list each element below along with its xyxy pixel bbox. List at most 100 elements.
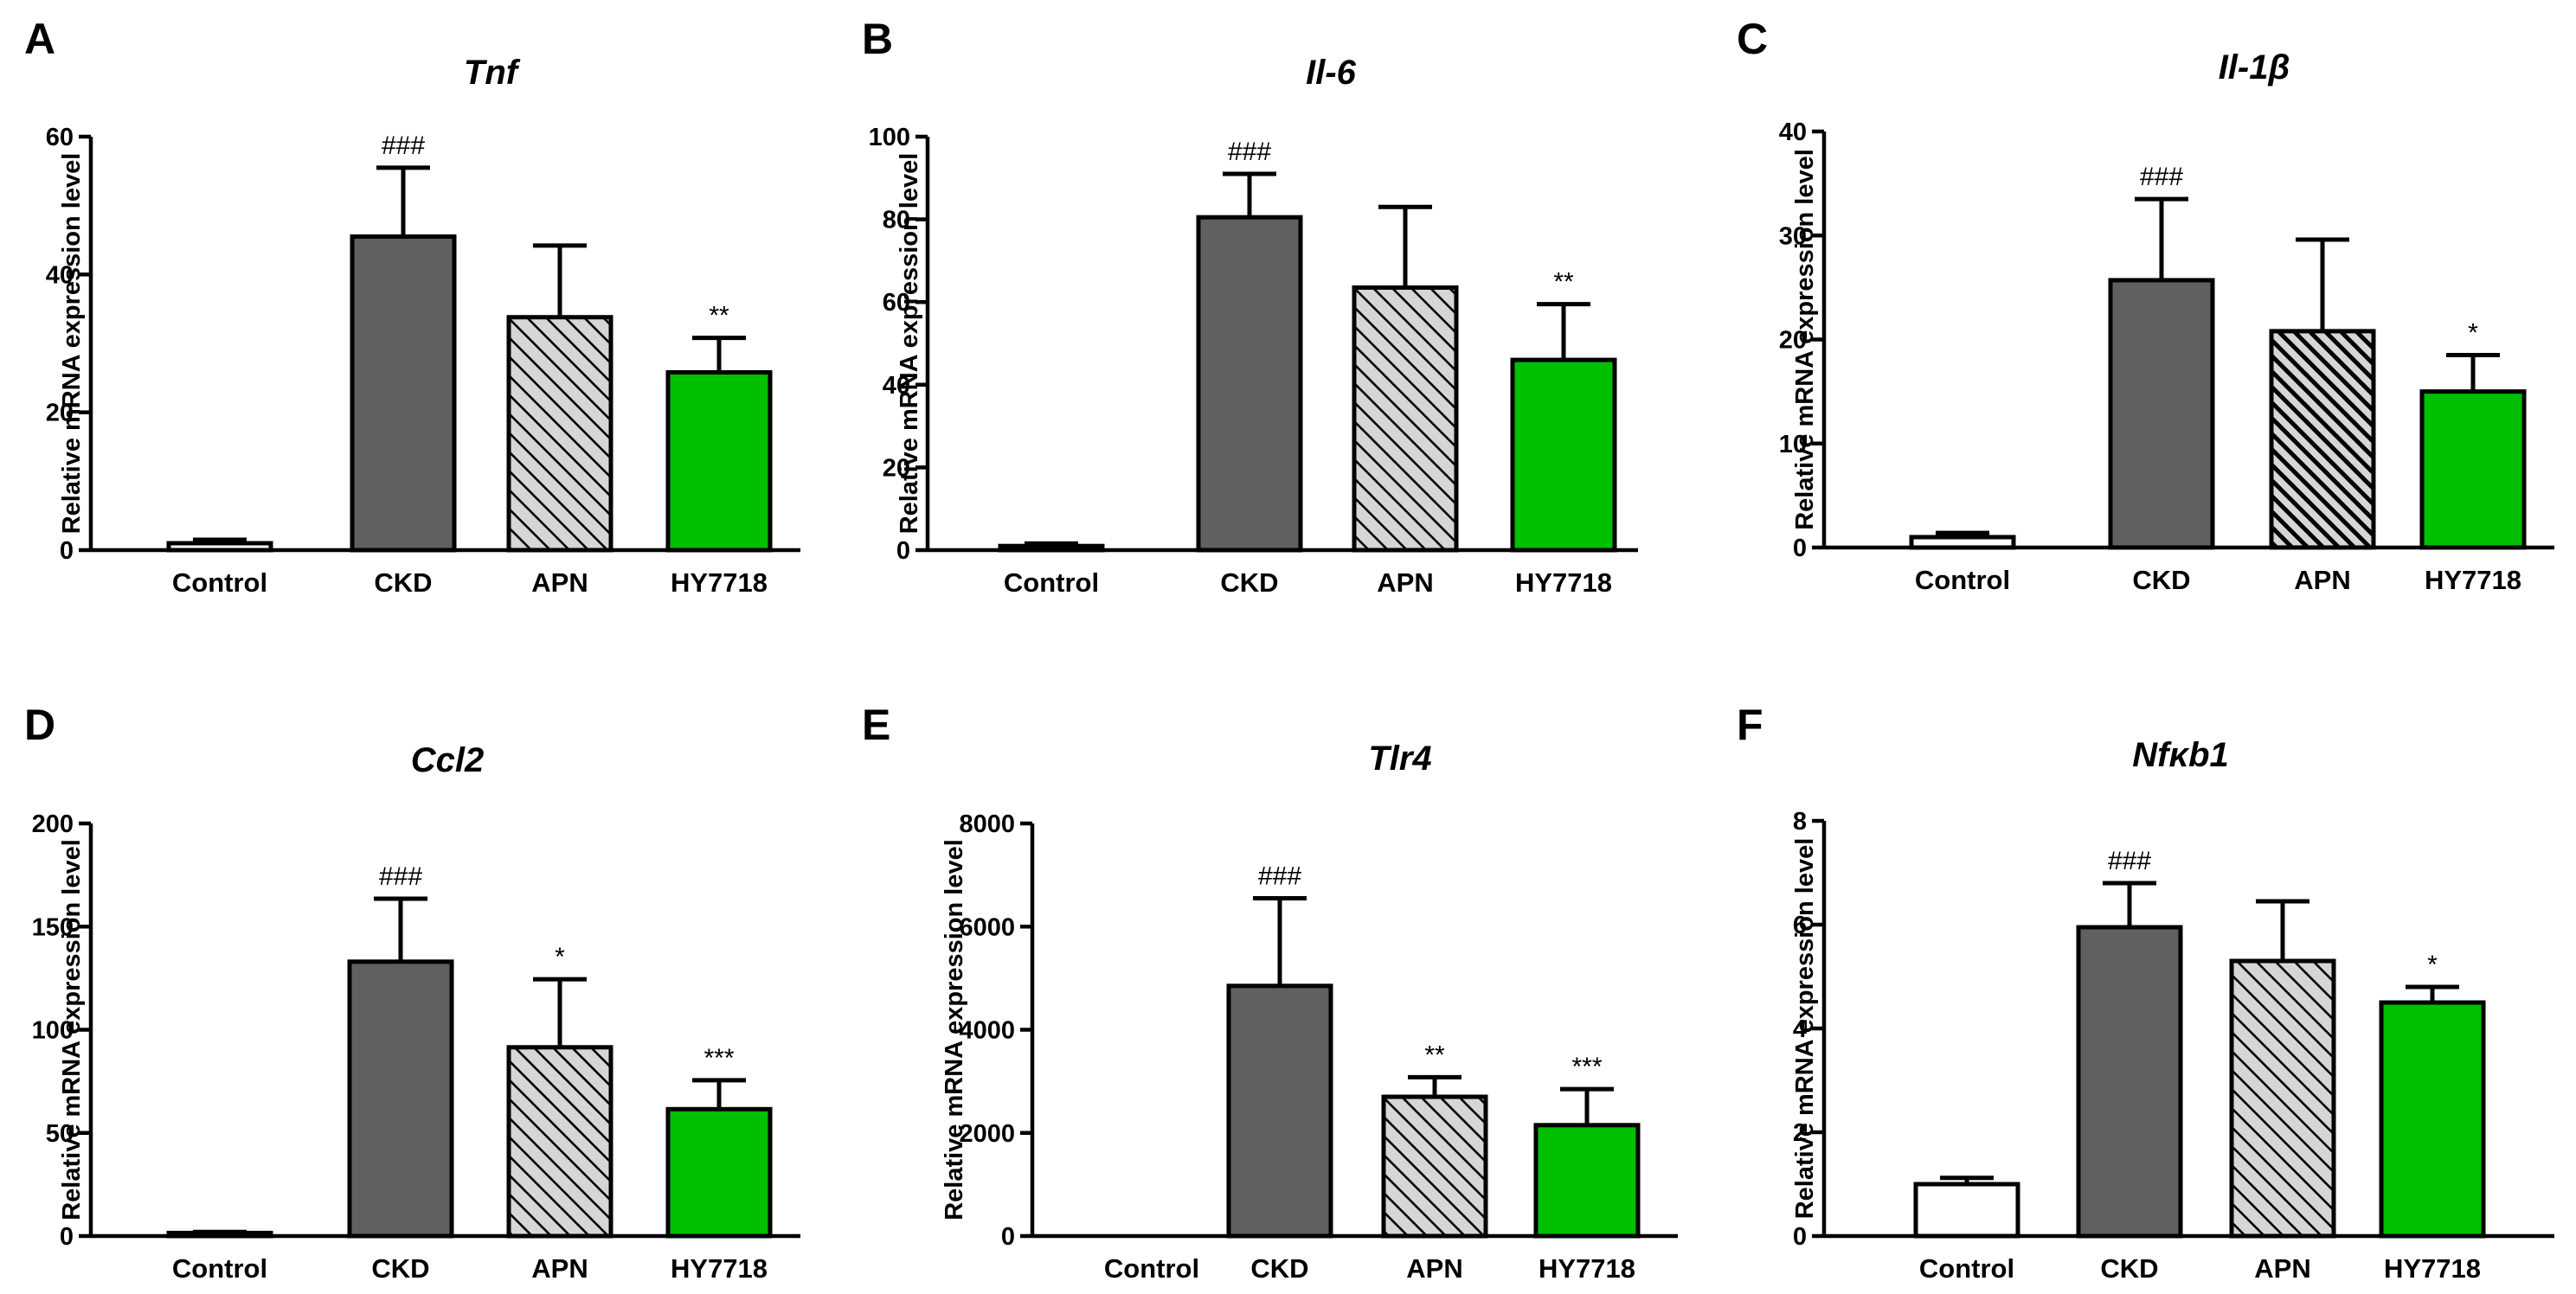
x-tick-label-hy7718: HY7718 [1515,567,1612,598]
y-tick-label: 60 [46,124,74,151]
panel-e: E Tlr4 Relative mRNA expression level 0 2000… [862,701,1678,1284]
bar-hy7718 [665,369,773,553]
significance-label-hy7718: * [2427,951,2438,979]
x-tick-label-apn: APN [2294,565,2350,595]
x-tick-label-hy7718: HY7718 [671,567,768,598]
x-tick-label-control: Control [1915,565,2010,595]
significance-label-hy7718: ** [709,302,729,330]
significance-label-apn: ** [1424,1041,1445,1069]
y-tick-label: 50 [46,1120,74,1148]
x-tick-label-control: Control [1004,567,1099,598]
y-axis-label: Relative mRNA expression level [941,839,968,1220]
y-tick-label: 20 [1779,327,1807,355]
bar-apn [506,1045,613,1239]
significance-label-hy7718: ** [1553,268,1574,297]
x-tick-label-apn: APN [531,1253,588,1284]
y-tick-label: 0 [1793,535,1807,562]
chart-title: Il-1β [2219,48,2290,86]
significance-label-hy7718: *** [703,1044,734,1073]
significance-label-ckd: ### [1258,862,1301,890]
significance-label-ckd: ### [379,862,422,891]
y-axis-label: Relative mRNA expression level [896,153,923,535]
y-tick-label: 0 [896,537,910,565]
y-tick-label: 20 [46,400,74,427]
bar-apn [2229,958,2336,1239]
x-tick-label-ckd: CKD [374,567,432,598]
bar-control [1909,535,2016,550]
bar-ckd [350,234,457,553]
significance-label-ckd: ### [2108,847,2151,875]
x-tick-label-apn: APN [531,567,588,598]
bar-ckd [1196,215,1303,553]
bar-hy7718 [1510,357,1617,553]
y-tick-label: 4 [1793,1015,1807,1043]
y-tick-label: 60 [883,289,910,317]
y-tick-label: 80 [883,207,910,234]
chart-title: Il-6 [1306,54,1357,92]
y-tick-label: 40 [883,372,910,400]
panel-letter: A [24,15,55,63]
y-tick-label: 40 [46,261,74,289]
bar-hy7718 [1533,1123,1641,1239]
significance-label-ckd: ### [1228,138,1271,166]
x-tick-label-control: Control [1919,1253,2014,1284]
panel-letter: C [1737,15,1768,63]
x-tick-label-hy7718: HY7718 [2425,565,2521,595]
x-tick-label-control: Control [1104,1253,1199,1284]
x-tick-label-control: Control [172,567,267,598]
y-tick-label: 200 [32,810,74,838]
y-tick-label: 2 [1793,1119,1807,1147]
significance-label-ckd: ### [382,131,425,160]
x-tick-label-hy7718: HY7718 [1539,1253,1635,1284]
y-tick-label: 10 [1779,431,1807,458]
y-tick-label: 0 [60,537,74,565]
y-tick-label: 8 [1793,808,1807,836]
bar-ckd [1226,983,1333,1239]
chart-title: Ccl2 [411,741,485,779]
x-tick-label-apn: APN [1377,567,1433,598]
x-tick-label-hy7718: HY7718 [2384,1253,2481,1284]
x-tick-label-control: Control [172,1253,267,1284]
x-tick-label-ckd: CKD [1250,1253,1308,1284]
y-tick-label: 4000 [959,1017,1015,1045]
y-tick-label: 20 [883,454,910,482]
significance-label-hy7718: * [2468,319,2478,348]
bar-ckd [2076,925,2183,1239]
y-tick-label: 0 [1001,1223,1015,1251]
chart-title: Tlr4 [1368,740,1431,778]
bar-hy7718 [2419,389,2527,550]
y-tick-label: 6000 [959,913,1015,941]
significance-label-ckd: ### [2140,163,2183,191]
bar-apn [1381,1094,1488,1239]
panel-letter: F [1737,701,1763,749]
x-tick-label-apn: APN [2254,1253,2310,1284]
significance-label-apn: * [555,943,565,971]
bar-apn [2269,329,2376,550]
y-tick-label: 6 [1793,912,1807,939]
bar-control [1913,1182,2020,1239]
y-tick-label: 8000 [959,810,1015,838]
y-tick-label: 2000 [959,1120,1015,1148]
y-tick-label: 150 [32,913,74,941]
chart-title: Nfκb1 [2132,736,2229,774]
bar-apn [1352,285,1459,553]
y-tick-label: 100 [32,1017,74,1045]
x-tick-label-ckd: CKD [1220,567,1278,598]
bar-control [998,543,1105,553]
bar-control [166,541,273,553]
y-tick-label: 0 [1793,1223,1807,1251]
bar-hy7718 [665,1106,773,1239]
panel-letter: B [862,15,893,63]
x-tick-label-ckd: CKD [371,1253,429,1284]
y-tick-label: 40 [1779,119,1807,146]
y-axis-label: Relative mRNA expression level [58,153,86,535]
bar-ckd [347,959,454,1239]
bar-apn [506,315,613,553]
x-tick-label-apn: APN [1406,1253,1462,1284]
y-tick-label: 100 [869,124,910,151]
x-tick-label-hy7718: HY7718 [671,1253,768,1284]
